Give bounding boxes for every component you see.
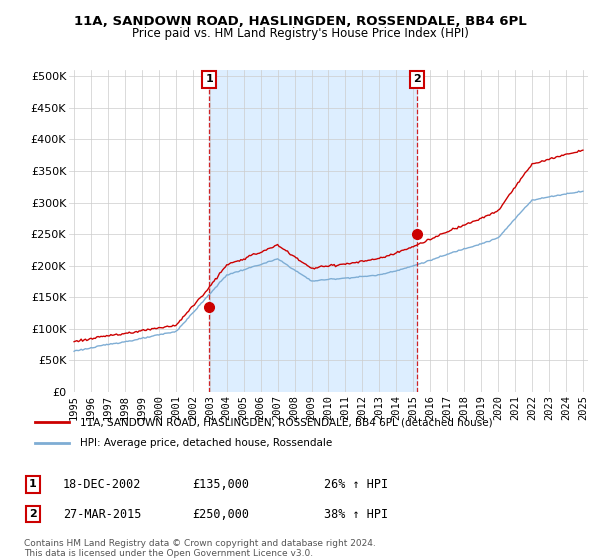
Bar	[209, 70, 417, 392]
Text: 11A, SANDOWN ROAD, HASLINGDEN, ROSSENDALE, BB4 6PL (detached house): 11A, SANDOWN ROAD, HASLINGDEN, ROSSENDAL…	[80, 417, 493, 427]
Text: HPI: Average price, detached house, Rossendale: HPI: Average price, detached house, Ross…	[80, 438, 332, 448]
Text: £135,000: £135,000	[192, 478, 249, 491]
Text: This data is licensed under the Open Government Licence v3.0.: This data is licensed under the Open Gov…	[24, 549, 313, 558]
Text: 18-DEC-2002: 18-DEC-2002	[63, 478, 142, 491]
Text: 2: 2	[29, 509, 37, 519]
Text: 1: 1	[205, 74, 213, 85]
Text: 1: 1	[29, 479, 37, 489]
Text: 26% ↑ HPI: 26% ↑ HPI	[324, 478, 388, 491]
Text: 27-MAR-2015: 27-MAR-2015	[63, 507, 142, 521]
Text: £250,000: £250,000	[192, 507, 249, 521]
Text: Price paid vs. HM Land Registry's House Price Index (HPI): Price paid vs. HM Land Registry's House …	[131, 27, 469, 40]
Text: 11A, SANDOWN ROAD, HASLINGDEN, ROSSENDALE, BB4 6PL: 11A, SANDOWN ROAD, HASLINGDEN, ROSSENDAL…	[74, 15, 526, 28]
Text: 2: 2	[413, 74, 421, 85]
Text: 38% ↑ HPI: 38% ↑ HPI	[324, 507, 388, 521]
Text: Contains HM Land Registry data © Crown copyright and database right 2024.: Contains HM Land Registry data © Crown c…	[24, 539, 376, 548]
